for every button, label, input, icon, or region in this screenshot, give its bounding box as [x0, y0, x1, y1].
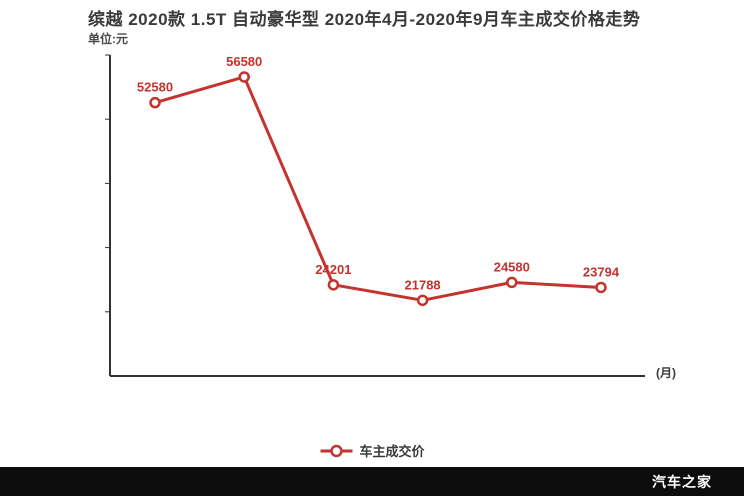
data-point	[238, 71, 250, 83]
line-chart: 52580 56580 24201 21788 24580 23794	[105, 54, 645, 377]
data-point	[506, 276, 518, 289]
data-point	[149, 96, 161, 109]
brand-watermark: 汽车之家	[652, 473, 712, 490]
line-series-legend-icon	[320, 444, 353, 457]
data-point	[416, 294, 429, 307]
footer-bar: 汽车之家	[0, 467, 744, 496]
unit-label: 单位:元	[88, 32, 128, 46]
legend-label: 车主成交价	[359, 444, 425, 459]
legend[interactable]: 车主成交价	[319, 441, 425, 460]
data-point-label: 52580	[137, 80, 173, 95]
data-point-label: 23794	[583, 264, 620, 279]
data-point-label: 24201	[315, 262, 351, 277]
x-axis-unit-label: (月)	[656, 366, 676, 380]
data-point-label: 24580	[494, 259, 530, 274]
chart-title: 缤越 2020款 1.5T 自动豪华型 2020年4月-2020年9月车主成交价…	[88, 10, 641, 29]
data-point	[327, 279, 340, 291]
data-point	[595, 281, 607, 294]
line-series	[153, 75, 603, 302]
data-point-label: 56580	[226, 54, 262, 69]
data-point-label: 21788	[405, 277, 441, 292]
